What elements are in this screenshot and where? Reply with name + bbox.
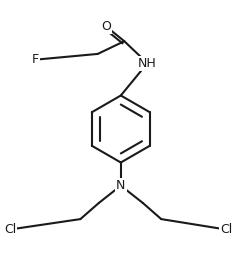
Text: N: N xyxy=(116,179,125,192)
Text: F: F xyxy=(32,53,39,66)
Text: Cl: Cl xyxy=(220,223,232,236)
Text: NH: NH xyxy=(138,57,157,70)
Text: O: O xyxy=(101,20,111,33)
Text: Cl: Cl xyxy=(4,223,16,236)
